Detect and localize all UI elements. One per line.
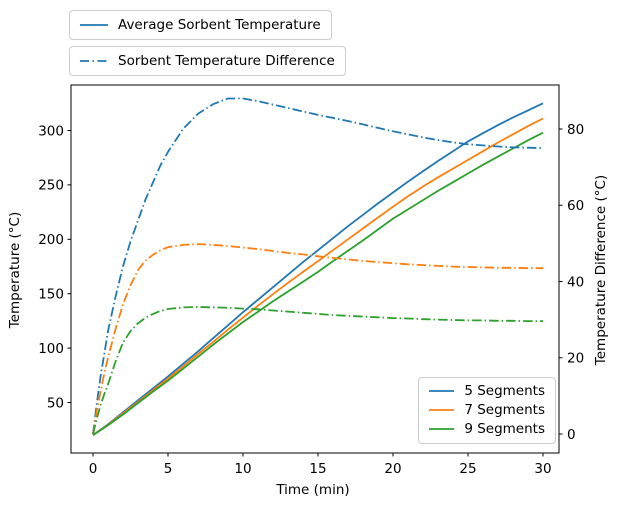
- curve-7-segments-right-axis: [92, 243, 543, 435]
- legend-label-7-segments: 7 Segments: [464, 401, 545, 418]
- solid-line-icon: [80, 24, 108, 26]
- y-left-tick-label: 50: [47, 395, 64, 411]
- curve-9-segments-right-axis: [92, 306, 543, 435]
- x-axis-label: Time (min): [276, 482, 350, 498]
- curve-9-segments-left-axis: [92, 131, 544, 436]
- y-right-tick-label: 40: [567, 274, 584, 290]
- legend-row-9-segments: 9 Segments: [428, 420, 545, 437]
- curve-5-segments-right-axis: [92, 97, 544, 435]
- legend-label-9-segments: 9 Segments: [464, 420, 545, 437]
- x-tick-label: 25: [459, 461, 476, 477]
- x-tick-label: 15: [309, 461, 326, 477]
- x-tick-label: 0: [89, 461, 98, 477]
- legend-row-7-segments: 7 Segments: [428, 401, 545, 418]
- y-axis-label-left: Temperature (°C): [7, 211, 23, 329]
- legend-segments: 5 Segments 7 Segments 9 Segments: [418, 377, 556, 444]
- x-tick-label: 30: [534, 461, 551, 477]
- y-left-tick-label: 200: [38, 232, 64, 248]
- legend-row-5-segments: 5 Segments: [428, 384, 545, 399]
- y-left-tick-label: 150: [38, 287, 64, 303]
- x-tick-label: 20: [384, 461, 401, 477]
- dashdot-line-icon: [80, 60, 108, 62]
- orange-line-icon: [429, 409, 455, 412]
- y-right-tick-label: 20: [567, 351, 584, 367]
- legend-average-sorbent-temperature: Average Sorbent Temperature: [69, 10, 332, 40]
- plot-border: [70, 84, 560, 454]
- y-left-tick-label: 300: [38, 123, 64, 139]
- legend-label-5-segments: 5 Segments: [464, 383, 545, 399]
- y-right-tick-label: 0: [567, 427, 576, 443]
- y-right-tick-label: 80: [567, 122, 584, 138]
- y-left-tick-label: 100: [38, 341, 64, 357]
- x-tick-label: 5: [164, 461, 173, 477]
- green-line-icon: [429, 428, 455, 431]
- y-axis-label-right: Temperature Difference (°C): [593, 174, 609, 366]
- legend-sorbent-temperature-difference: Sorbent Temperature Difference: [69, 46, 346, 76]
- x-tick-label: 10: [234, 461, 251, 477]
- y-left-tick-label: 250: [38, 178, 64, 194]
- legend-label-average-sorbent-temperature: Average Sorbent Temperature: [118, 16, 321, 33]
- y-right-tick-label: 60: [567, 198, 584, 214]
- blue-line-icon: [429, 390, 455, 393]
- legend-label-sorbent-temperature-difference: Sorbent Temperature Difference: [118, 52, 335, 69]
